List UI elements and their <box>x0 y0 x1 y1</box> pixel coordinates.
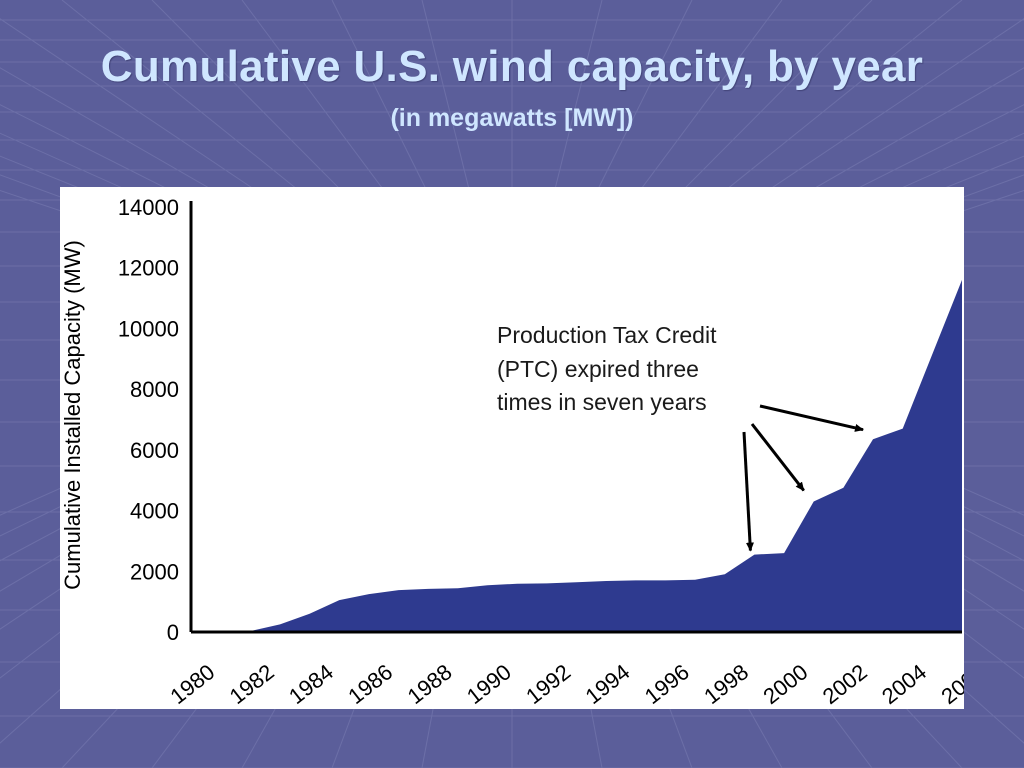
x-tick-label: 1994 <box>581 659 635 709</box>
annotation-line-3: times in seven years <box>497 389 707 415</box>
y-tick-label: 0 <box>167 620 179 645</box>
x-tick-label: 2004 <box>877 659 931 709</box>
annotation-arrow <box>759 404 865 432</box>
y-tick-label: 6000 <box>130 438 179 463</box>
x-tick-label: 1986 <box>343 659 397 709</box>
y-tick-label: 10000 <box>118 316 179 341</box>
y-tick-label: 8000 <box>130 377 179 402</box>
slide-subtitle: (in megawatts [MW]) <box>390 104 634 132</box>
x-tick-label: 1998 <box>699 659 753 709</box>
y-axis-label: Cumulative Installed Capacity (MW) <box>60 240 85 590</box>
x-tick-label: 1992 <box>521 659 575 709</box>
annotation-text: Production Tax Credit (PTC) expired thre… <box>497 322 723 415</box>
annotation-line-2: (PTC) expired three <box>497 356 699 382</box>
x-tick-label: 2002 <box>818 659 872 709</box>
x-tick-label: 2006 <box>936 659 964 709</box>
x-tick-label: 2000 <box>758 659 812 709</box>
slide-title: Cumulative U.S. wind capacity, by year <box>100 42 924 91</box>
x-tick-label: 1980 <box>165 659 219 709</box>
x-tick-label: 1984 <box>284 659 338 709</box>
capacity-area-series <box>191 279 962 632</box>
annotation-arrow <box>750 423 805 492</box>
x-tick-label: 1996 <box>640 659 694 709</box>
x-tick-label: 1982 <box>225 659 279 709</box>
y-tick-label: 2000 <box>130 559 179 584</box>
y-tick-label: 14000 <box>118 195 179 220</box>
chart-panel: 0 2000 4000 6000 8000 10000 12000 14000 1980 198… <box>60 187 964 709</box>
x-tick-label: 1990 <box>462 659 516 709</box>
y-tick-label: 12000 <box>118 256 179 281</box>
y-tick-label: 4000 <box>130 499 179 524</box>
annotation-arrow <box>742 431 754 552</box>
annotation-line-1: Production Tax Credit <box>497 322 717 348</box>
x-tick-label: 1988 <box>403 659 457 709</box>
